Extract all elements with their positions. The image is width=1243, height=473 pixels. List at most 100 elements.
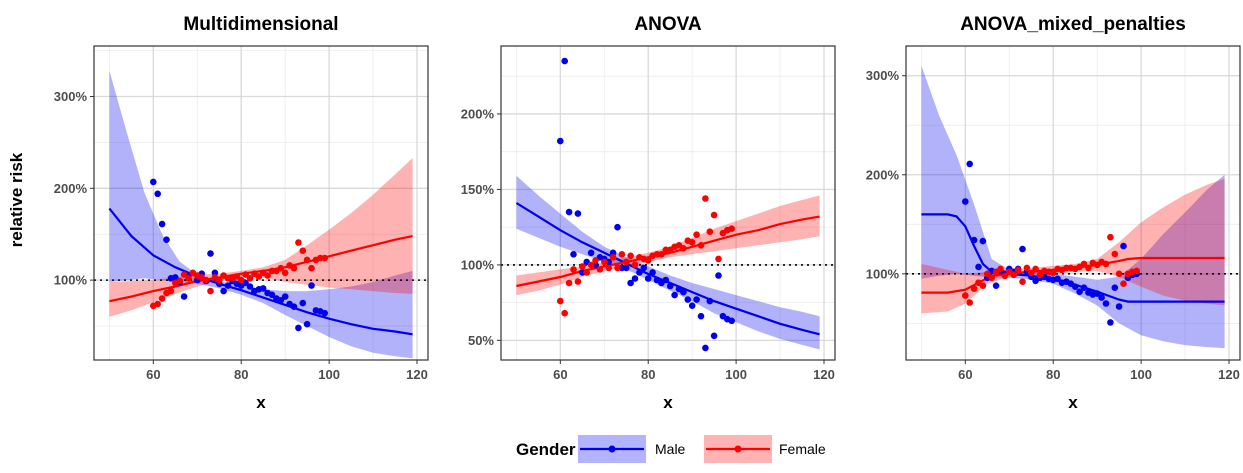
y-tick-label: 100% — [54, 273, 88, 288]
data-point-male — [281, 293, 289, 300]
data-point-female — [180, 271, 188, 278]
data-point-male — [172, 274, 179, 281]
series-line-male — [108, 207, 413, 336]
data-point-male — [1071, 283, 1079, 291]
data-point-male — [636, 269, 643, 276]
data-point-male — [962, 198, 969, 205]
data-point-female — [1115, 270, 1123, 278]
data-point-male — [614, 223, 621, 231]
data-point-female — [158, 295, 166, 302]
legend-item-female: Female — [704, 435, 826, 463]
data-point-female — [579, 263, 586, 270]
data-point-female — [631, 261, 639, 269]
data-point-male — [671, 291, 678, 299]
y-tick-label: 50% — [468, 333, 494, 348]
data-point-female — [962, 292, 969, 299]
data-point-female — [587, 261, 595, 269]
data-point-female — [1001, 272, 1009, 280]
data-point-female — [1120, 280, 1127, 288]
data-point-male — [154, 190, 161, 198]
x-axis-label: x — [663, 393, 673, 412]
data-point-female — [984, 270, 991, 278]
data-point-male — [979, 237, 987, 245]
data-point-male — [224, 282, 232, 289]
data-point-female — [176, 277, 183, 285]
ribbon-female — [921, 178, 1225, 314]
data-point-male — [1098, 294, 1105, 301]
y-axis-label: relative risk — [7, 152, 26, 247]
data-point-male — [728, 317, 735, 325]
data-point-male — [557, 137, 564, 145]
data-point-male — [299, 299, 307, 307]
data-point-male — [1076, 288, 1083, 296]
legend-key-point — [734, 445, 742, 453]
y-tick-label: 300% — [54, 89, 88, 104]
data-point-female — [1010, 271, 1017, 279]
data-point-male — [1054, 275, 1061, 283]
data-point-female — [728, 225, 735, 232]
data-point-male — [975, 263, 982, 271]
panel-2: ANOVA 60 80 100 120 50% 100% 150% 200% x — [461, 14, 836, 412]
y-tick-label: 200% — [461, 106, 495, 121]
data-point-male — [702, 344, 709, 352]
data-point-male — [966, 160, 973, 168]
data-point-male — [207, 250, 214, 257]
data-point-male — [1080, 284, 1088, 292]
gridlines — [94, 46, 428, 360]
data-point-female — [1028, 269, 1035, 277]
data-point-male — [631, 275, 639, 282]
data-point-male — [710, 332, 718, 340]
data-point-female — [1036, 271, 1044, 279]
data-point-female — [233, 273, 241, 280]
data-point-male — [666, 282, 674, 290]
data-point-female — [644, 257, 652, 264]
data-point-male — [259, 285, 267, 292]
x-tick-label: 100 — [1130, 367, 1152, 382]
data-point-male — [277, 297, 285, 304]
data-point-female — [966, 299, 973, 306]
data-point-female — [570, 266, 577, 273]
data-point-male — [688, 302, 696, 310]
data-point-male — [1019, 245, 1026, 253]
data-point-male — [1120, 242, 1127, 250]
panel-border — [905, 45, 1241, 361]
data-point-female — [216, 276, 223, 284]
x-tick-label: 60 — [958, 367, 972, 382]
data-point-female — [1107, 233, 1114, 241]
x-axis-label: x — [1068, 393, 1078, 412]
data-point-female — [970, 285, 978, 293]
data-point-male — [150, 178, 157, 186]
data-point-male — [627, 279, 634, 287]
data-point-female — [979, 282, 987, 290]
data-point-male — [303, 320, 311, 328]
data-point-male — [1115, 303, 1123, 310]
data-point-female — [557, 297, 564, 305]
data-point-male — [587, 249, 595, 257]
data-point-female — [596, 266, 604, 273]
data-point-female — [1102, 260, 1110, 268]
data-point-male — [640, 264, 648, 272]
data-point-male — [220, 287, 227, 295]
data-layer — [94, 70, 428, 359]
panel-title: ANOVA_mixed_penalties — [960, 14, 1186, 35]
data-point-female — [618, 251, 626, 258]
data-point-female — [1023, 264, 1031, 272]
data-point-male — [308, 282, 315, 289]
data-point-female — [237, 276, 245, 284]
x-tick-label: 60 — [553, 367, 567, 382]
data-point-male — [697, 312, 705, 320]
data-point-female — [715, 255, 722, 263]
data-point-female — [565, 279, 573, 287]
data-point-male — [321, 309, 329, 317]
data-point-male — [158, 220, 166, 228]
data-point-male — [1093, 290, 1101, 297]
legend-label: Male — [655, 441, 686, 457]
data-point-female — [997, 265, 1004, 273]
x-tick-label: 120 — [813, 367, 835, 382]
data-point-female — [1049, 269, 1057, 277]
data-point-male — [570, 251, 577, 258]
y-tick-label: 200% — [54, 181, 88, 196]
panel-title: Multidimensional — [183, 14, 338, 35]
data-point-female — [303, 256, 311, 264]
